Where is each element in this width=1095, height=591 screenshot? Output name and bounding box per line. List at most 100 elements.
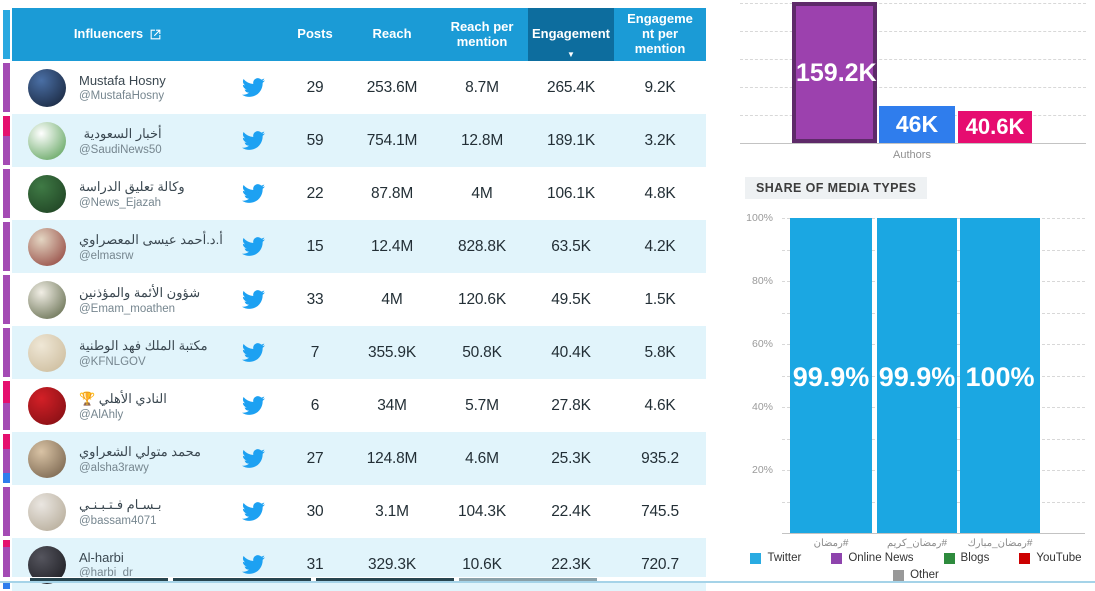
authors-bar[interactable]: 159.2K — [792, 2, 877, 143]
table-row[interactable]: محمد متولي الشعراوي @alsha3rawy 27 124.8M 4.… — [12, 432, 706, 485]
influencer-identity: أخبار السعودية @SaudiNews50 — [79, 126, 162, 156]
influencer-identity: مكتبة الملك فهد الوطنية @KFNLGOV — [79, 338, 208, 368]
avatar[interactable] — [28, 68, 66, 107]
influencer-name[interactable]: وكالة تعليق الدراسة — [79, 178, 185, 194]
influencer-handle[interactable]: @SaudiNews50 — [79, 143, 162, 156]
influencer-handle[interactable]: @harbi_dr — [79, 567, 133, 579]
column-header-engagement-per-mention[interactable]: Engagement per mention — [614, 8, 706, 61]
engagement-value: 25.3K — [551, 449, 591, 467]
legend-item[interactable]: YouTube — [1019, 552, 1082, 564]
influencer-identity: النادي الأهلي 🏆 @AlAhly — [79, 391, 167, 421]
influencer-handle[interactable]: @KFNLGOV — [79, 355, 146, 368]
reach-value: 124.8M — [366, 449, 418, 467]
posts-value: 30 — [306, 502, 324, 520]
avatar[interactable] — [28, 227, 66, 266]
table-row[interactable]: أخبار السعودية @SaudiNews50 59 754.1M 12.8M 1… — [12, 114, 706, 167]
engagement-per-mention-value: 4.8K — [644, 184, 676, 202]
table-row[interactable]: بـسـام فـتـبـنـي @bassam4071 30 3.1M 104.3K 2… — [12, 485, 706, 538]
reach-header-label: Reach — [372, 26, 412, 42]
twitter-icon[interactable] — [241, 76, 265, 99]
table-row[interactable]: مكتبة الملك فهد الوطنية @KFNLGOV 7 355.9K 50… — [12, 326, 706, 379]
gridline — [740, 31, 1086, 32]
influencer-handle[interactable]: @News_Ejazah — [79, 196, 161, 209]
row-indicator — [3, 169, 10, 218]
column-header-reach[interactable]: Reach — [348, 8, 436, 61]
x-axis-label: #رمضان_كريم — [886, 538, 948, 549]
twitter-icon[interactable] — [241, 235, 265, 258]
table-row[interactable]: Mustafa Hosny @MustafaHosny 29 253.6M 8.7M 26… — [12, 61, 706, 114]
avatar[interactable] — [28, 333, 66, 372]
reach-per-mention-value: 50.8K — [462, 343, 502, 361]
twitter-icon[interactable] — [241, 288, 265, 311]
reach-value: 12.4M — [370, 237, 414, 255]
avatar[interactable] — [28, 280, 66, 319]
influencer-name[interactable]: أ.د.أحمد عيسى المعصراوي — [79, 231, 223, 247]
avatar[interactable] — [28, 439, 66, 478]
avatar[interactable] — [28, 121, 66, 160]
reach-per-mention-value: 104.3K — [458, 502, 506, 520]
network-cell — [224, 167, 282, 220]
engagement-value: 189.1K — [547, 131, 595, 149]
column-header-influencers[interactable]: Influencers — [12, 8, 224, 61]
twitter-icon[interactable] — [241, 500, 265, 523]
twitter-icon[interactable] — [241, 447, 265, 470]
twitter-icon[interactable] — [241, 394, 265, 417]
influencer-handle[interactable]: @Emam_moathen — [79, 302, 176, 315]
influencer-handle[interactable]: @bassam4071 — [79, 514, 157, 527]
avatar[interactable] — [28, 492, 66, 531]
influencer-handle[interactable]: @MustafaHosny — [79, 90, 165, 102]
row-indicator — [3, 222, 10, 271]
influencer-name[interactable]: شؤون الأئمة والمؤذنين — [79, 284, 201, 300]
legend-item[interactable]: Twitter — [750, 552, 801, 564]
table-row[interactable]: أ.د.أحمد عيسى المعصراوي @elmasrw 15 12.4M 82… — [12, 220, 706, 273]
column-header-reach-per-mention[interactable]: Reach per mention — [436, 8, 528, 61]
influencer-name[interactable]: محمد متولي الشعراوي — [79, 443, 201, 459]
twitter-icon[interactable] — [241, 341, 265, 364]
table-row[interactable]: شؤون الأئمة والمؤذنين @Emam_moathen 33 4M 12… — [12, 273, 706, 326]
x-axis-label: #رمضان_مبارك — [967, 538, 1033, 549]
reach-value: 253.6M — [366, 78, 418, 96]
engagement-value: 22.4K — [551, 502, 591, 520]
column-header-posts[interactable]: Posts — [282, 8, 348, 61]
column-header-network[interactable] — [224, 8, 282, 61]
influencer-name[interactable]: النادي الأهلي 🏆 — [79, 390, 167, 406]
network-cell — [224, 485, 282, 538]
twitter-icon[interactable] — [241, 129, 265, 152]
influencers-table: Influencers Posts Reach Reach per mentio… — [12, 8, 706, 591]
influencer-name[interactable]: Al-harbi — [79, 550, 124, 565]
twitter-icon[interactable] — [241, 553, 265, 576]
legend-color-swatch — [943, 552, 955, 564]
influencer-name[interactable]: Mustafa Hosny — [79, 73, 166, 88]
header-indicator — [3, 10, 10, 59]
legend-item[interactable]: Other — [893, 569, 939, 581]
influencer-cell: Mustafa Hosny @MustafaHosny — [12, 61, 224, 114]
avatar[interactable] — [28, 386, 66, 425]
legend-item[interactable]: Blogs — [943, 552, 989, 564]
influencer-name[interactable]: بـسـام فـتـبـنـي — [79, 496, 162, 512]
authors-bar[interactable]: 46K — [879, 106, 955, 143]
twitter-icon[interactable] — [241, 182, 265, 205]
y-axis-tick: 80% — [751, 275, 773, 287]
authors-bar[interactable]: 40.6K — [958, 111, 1032, 143]
y-axis-tick: 20% — [751, 464, 773, 476]
influencer-name[interactable]: أخبار السعودية — [83, 125, 162, 141]
table-row[interactable]: وكالة تعليق الدراسة @News_Ejazah 22 87.8M 4M… — [12, 167, 706, 220]
legend-label: YouTube — [1036, 552, 1082, 564]
reach-per-mention-value: 10.6K — [462, 555, 502, 573]
influencer-name[interactable]: مكتبة الملك فهد الوطنية — [79, 337, 208, 353]
media-share-bar[interactable] — [877, 218, 957, 533]
influencer-handle[interactable]: @elmasrw — [79, 249, 134, 262]
avatar[interactable] — [28, 174, 66, 213]
engagement-per-mention-value: 4.2K — [644, 237, 676, 255]
table-row[interactable]: Al-harbi @harbi_dr 31 329.3K 10.6K 22.3K 720.7 — [12, 538, 706, 591]
column-header-engagement[interactable]: Engagement ▼ — [528, 8, 614, 61]
influencer-cell: محمد متولي الشعراوي @alsha3rawy — [12, 432, 224, 485]
influencer-handle[interactable]: @alsha3rawy — [79, 461, 149, 474]
media-share-bar[interactable] — [960, 218, 1040, 533]
legend-item[interactable]: Online News — [831, 552, 914, 564]
reach-per-mention-header-label: Reach per mention — [450, 18, 514, 49]
y-axis-tick: 60% — [751, 338, 773, 350]
table-row[interactable]: النادي الأهلي 🏆 @AlAhly 6 34M 5.7M 27.8K 4.6K — [12, 379, 706, 432]
influencer-handle[interactable]: @AlAhly — [79, 408, 124, 421]
media-share-bar[interactable] — [790, 218, 872, 533]
